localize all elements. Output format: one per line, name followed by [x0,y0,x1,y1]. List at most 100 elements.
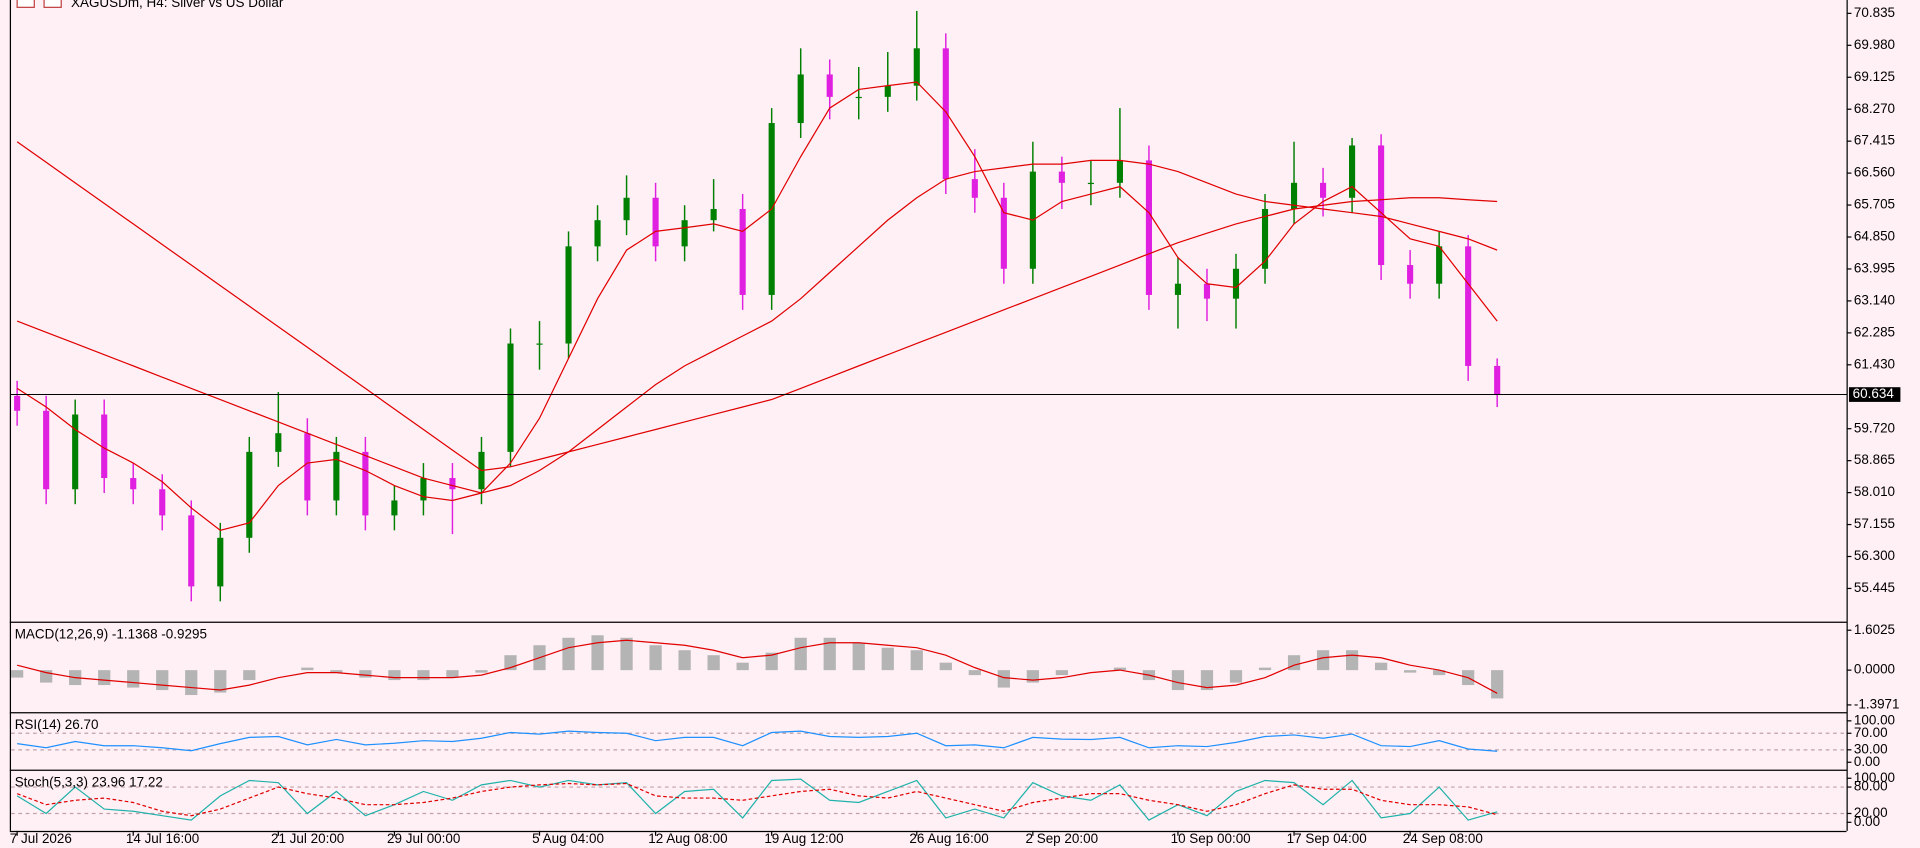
macd-bar [1200,670,1214,691]
macd-bar [388,670,401,681]
macd-bar [359,670,372,678]
candle-body [1174,283,1182,295]
macd-bar [997,670,1010,688]
candle-body [1494,365,1501,395]
y-tick-label: 0.00 [1854,814,1880,829]
panel-title: MACD(12,26,9) -1.1368 -0.9295 [15,627,207,642]
candle-body [159,489,166,516]
candle-body [130,478,137,490]
y-tick-label: 59.720 [1854,420,1895,435]
candle-body [1087,182,1094,185]
moving-average [16,159,1498,494]
macd-bar [852,642,865,671]
y-tick-label: 20.00 [1854,805,1888,820]
candle-body [536,343,543,345]
y-tick-label: 69.980 [1854,37,1895,52]
x-tick-label: 26 Aug 16:00 [909,831,988,846]
macd-bar [1287,655,1301,671]
macd-bar [98,670,111,686]
candle-body [101,414,108,479]
macd-bar [562,637,575,671]
y-tick-label: 69.125 [1854,69,1895,84]
macd-bar [591,635,604,671]
y-tick-label: 64.850 [1854,229,1895,244]
current-price-label: 60.634 [1853,386,1895,401]
candle-body [362,451,369,516]
y-tick-label: 70.00 [1854,725,1888,740]
x-tick-label: 2 Sep 20:00 [1026,831,1099,846]
x-tick-label: 14 Jul 16:00 [126,831,199,846]
candle-body [739,208,746,295]
candle-body [1261,208,1269,269]
y-tick-label: 0.0000 [1854,662,1895,677]
macd-bar [736,662,749,671]
y-tick-label: 30.00 [1854,741,1888,756]
candle-body [1465,246,1472,366]
candle-body [884,85,891,97]
current-price-box [1848,387,1901,402]
macd-bar [127,670,140,688]
stoch-line [16,778,1498,821]
macd-bar [765,652,778,671]
x-tick-label: 17 Sep 04:00 [1287,831,1367,846]
macd-bar [214,670,227,693]
y-tick-label: 70.835 [1854,5,1895,20]
panel-title: Stoch(5,3,3) 23.96 17.22 [15,775,163,790]
macd-bar [1113,667,1127,671]
macd-bar [185,670,198,696]
macd-bar [1229,670,1243,683]
stoch-line [16,782,1498,817]
candle-body [1145,160,1152,295]
macd-bar [1171,670,1185,691]
macd-bar [1316,650,1330,671]
macd-bar [649,645,662,671]
candle-body [710,208,717,221]
macd-bar [620,637,633,671]
macd-bar [417,670,430,681]
macd-bar [475,670,488,673]
candle-body [1058,171,1065,183]
candle-body [565,246,572,344]
candle-body [507,343,514,452]
y-tick-label: 63.995 [1854,261,1895,276]
x-tick-label: 24 Sep 08:00 [1403,831,1483,846]
candle-body [43,410,50,490]
macd-bar [910,650,923,671]
candle-body [1290,182,1298,209]
candle-body [1000,197,1007,269]
macd-bar [243,670,256,681]
y-tick-label: 57.155 [1854,516,1895,531]
y-tick-label: 67.415 [1854,133,1895,148]
x-tick-label: 21 Jul 20:00 [271,831,344,846]
candle-body [1349,145,1356,198]
x-tick-label: 29 Jul 00:00 [387,831,460,846]
y-tick-label: 1.6025 [1854,622,1895,637]
candle-body [623,197,630,221]
candle-body [797,74,804,124]
macd-bar [1374,662,1388,671]
macd-bar [301,667,314,671]
panel-title: RSI(14) 26.70 [15,717,99,732]
x-tick-label: 12 Aug 08:00 [648,831,727,846]
candle-body [652,197,659,247]
frame [9,0,1848,833]
y-tick-label: -1.3971 [1854,696,1900,711]
candle-body [449,478,456,490]
candle-body [246,451,253,538]
y-tick-label: 63.140 [1854,292,1895,307]
chart-title: XAGUSDm, H4: Silver vs US Dollar [71,0,284,10]
candle-body [1320,182,1327,198]
candle-body [188,515,195,587]
macd-bar [968,670,981,676]
y-tick-label: 58.865 [1854,452,1895,467]
candle-body [826,74,833,97]
candle-body [855,96,862,99]
y-tick-label: 55.445 [1854,580,1895,595]
macd-signal [16,639,1498,694]
y-tick-label: 80.00 [1854,779,1888,794]
candle-body [1203,283,1211,299]
macd-bar [330,670,343,673]
